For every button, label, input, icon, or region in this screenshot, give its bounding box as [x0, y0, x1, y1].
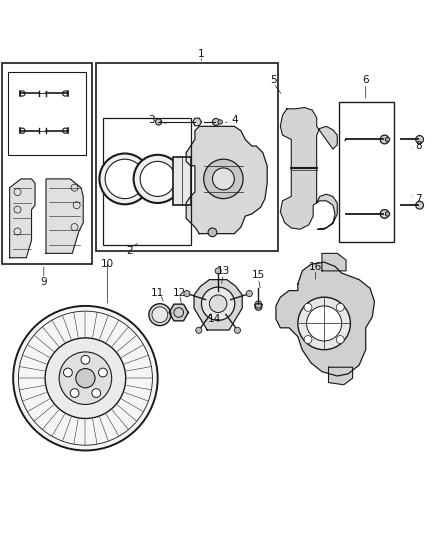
Circle shape — [204, 159, 243, 199]
Polygon shape — [194, 280, 242, 330]
Circle shape — [208, 228, 217, 237]
Circle shape — [304, 336, 312, 343]
Circle shape — [416, 201, 424, 209]
Polygon shape — [46, 179, 83, 253]
Circle shape — [45, 338, 126, 418]
Polygon shape — [254, 301, 262, 308]
Text: 8: 8 — [415, 141, 422, 151]
Circle shape — [336, 336, 344, 343]
Text: 5: 5 — [270, 75, 277, 85]
Text: 10: 10 — [101, 260, 114, 269]
Polygon shape — [328, 367, 353, 385]
Circle shape — [155, 119, 162, 125]
Bar — [339, 102, 394, 243]
Text: 6: 6 — [362, 75, 369, 85]
Circle shape — [13, 306, 158, 450]
Circle shape — [152, 307, 168, 322]
Circle shape — [70, 389, 79, 398]
Circle shape — [99, 154, 150, 204]
Circle shape — [234, 327, 240, 333]
Circle shape — [212, 168, 234, 190]
Text: 11: 11 — [151, 288, 164, 298]
Circle shape — [336, 303, 344, 311]
Bar — [103, 118, 191, 245]
Bar — [96, 63, 278, 251]
Circle shape — [215, 268, 221, 274]
Circle shape — [59, 352, 112, 405]
Polygon shape — [10, 179, 35, 258]
Polygon shape — [193, 118, 201, 126]
Text: 7: 7 — [415, 193, 422, 204]
Circle shape — [380, 135, 389, 144]
Circle shape — [92, 389, 101, 398]
Polygon shape — [186, 126, 267, 233]
Circle shape — [105, 159, 145, 199]
Text: 9: 9 — [40, 277, 47, 287]
Circle shape — [184, 290, 190, 297]
Text: 16: 16 — [309, 262, 322, 271]
Circle shape — [385, 212, 390, 216]
Circle shape — [209, 295, 227, 312]
Polygon shape — [280, 108, 337, 229]
Circle shape — [298, 297, 350, 350]
Bar — [173, 157, 191, 205]
Polygon shape — [169, 304, 188, 321]
Circle shape — [255, 303, 262, 310]
Circle shape — [385, 138, 390, 142]
Circle shape — [81, 356, 90, 364]
Circle shape — [416, 135, 424, 143]
Text: 15: 15 — [252, 270, 265, 280]
Bar — [8, 71, 86, 155]
Text: 13: 13 — [217, 266, 230, 276]
Circle shape — [99, 368, 107, 377]
Text: 1: 1 — [198, 49, 205, 59]
Circle shape — [196, 327, 202, 333]
Circle shape — [304, 303, 312, 311]
Circle shape — [134, 155, 182, 203]
Polygon shape — [322, 253, 346, 271]
Circle shape — [201, 287, 235, 320]
Circle shape — [246, 290, 252, 297]
Circle shape — [380, 209, 389, 219]
Circle shape — [212, 118, 219, 125]
Circle shape — [149, 304, 171, 326]
Circle shape — [218, 120, 223, 124]
Circle shape — [307, 306, 342, 341]
Text: 12: 12 — [173, 288, 186, 298]
Polygon shape — [276, 262, 374, 376]
Circle shape — [76, 368, 95, 388]
Text: 2: 2 — [126, 246, 133, 256]
Text: 4: 4 — [231, 115, 238, 125]
Text: 14: 14 — [208, 314, 221, 324]
Text: 3: 3 — [148, 115, 155, 125]
Circle shape — [64, 368, 72, 377]
Circle shape — [140, 161, 175, 197]
Bar — [2, 63, 92, 264]
